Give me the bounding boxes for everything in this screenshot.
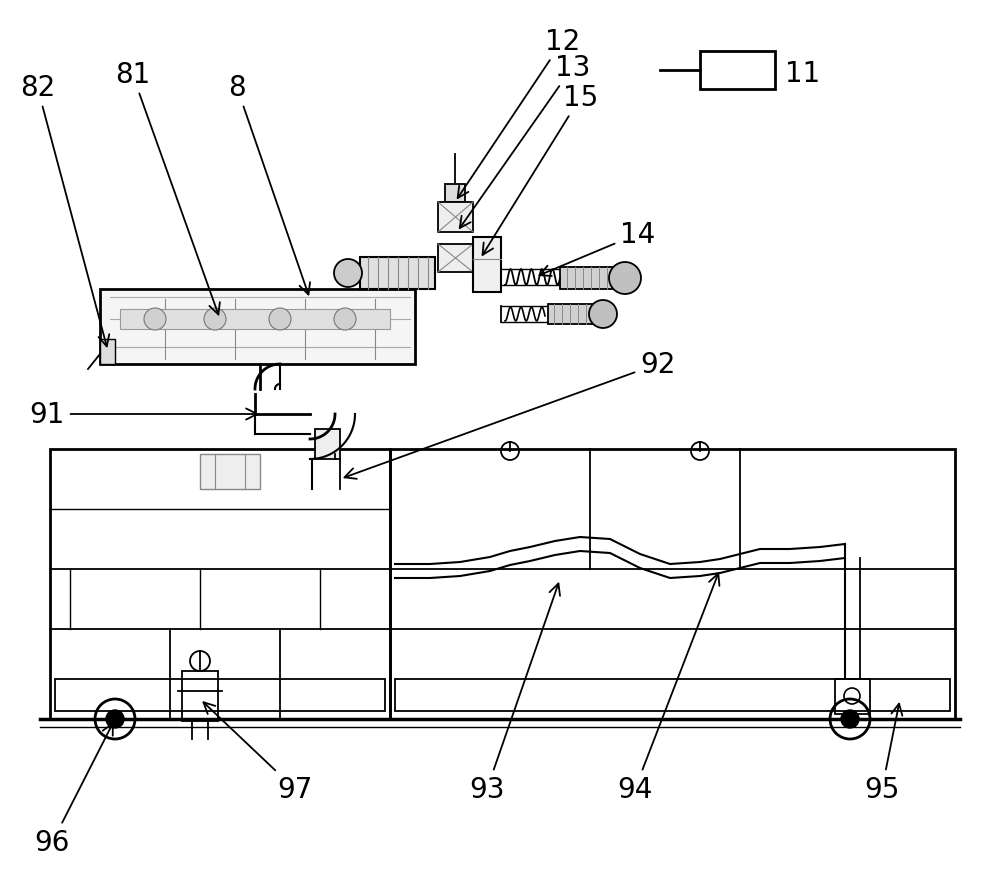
Text: 96: 96 — [35, 724, 113, 856]
Bar — [200, 454, 260, 489]
Text: 93: 93 — [469, 584, 560, 803]
Bar — [182, 671, 218, 721]
Bar — [390, 450, 955, 719]
Text: 95: 95 — [864, 704, 902, 803]
Bar — [445, 185, 465, 203]
Bar — [50, 450, 390, 719]
Text: 92: 92 — [345, 351, 675, 479]
Text: 13: 13 — [460, 54, 590, 229]
Bar — [473, 238, 501, 293]
Text: 94: 94 — [617, 574, 719, 803]
Bar — [438, 203, 473, 232]
Text: 12: 12 — [458, 28, 580, 199]
Bar — [700, 52, 775, 90]
Circle shape — [334, 260, 362, 288]
Text: 8: 8 — [228, 74, 310, 296]
Circle shape — [269, 309, 291, 331]
Bar — [395, 679, 950, 711]
Circle shape — [106, 710, 124, 728]
Bar — [835, 679, 870, 714]
Text: 97: 97 — [203, 702, 313, 803]
Bar — [560, 267, 615, 289]
Text: 14: 14 — [539, 221, 655, 276]
Bar — [55, 679, 385, 711]
Bar — [120, 310, 390, 330]
Text: 81: 81 — [115, 61, 220, 315]
Text: 15: 15 — [483, 84, 598, 255]
Text: 11: 11 — [785, 60, 820, 88]
Circle shape — [334, 309, 356, 331]
Bar — [315, 430, 340, 460]
Circle shape — [589, 301, 617, 329]
Bar — [548, 304, 593, 324]
Bar — [100, 289, 415, 365]
Bar — [360, 258, 435, 289]
Circle shape — [609, 263, 641, 295]
Circle shape — [144, 309, 166, 331]
Bar — [438, 245, 473, 273]
Circle shape — [841, 710, 859, 728]
Text: 82: 82 — [20, 74, 109, 347]
Circle shape — [204, 309, 226, 331]
Text: 91: 91 — [30, 401, 257, 429]
Bar — [100, 339, 115, 365]
